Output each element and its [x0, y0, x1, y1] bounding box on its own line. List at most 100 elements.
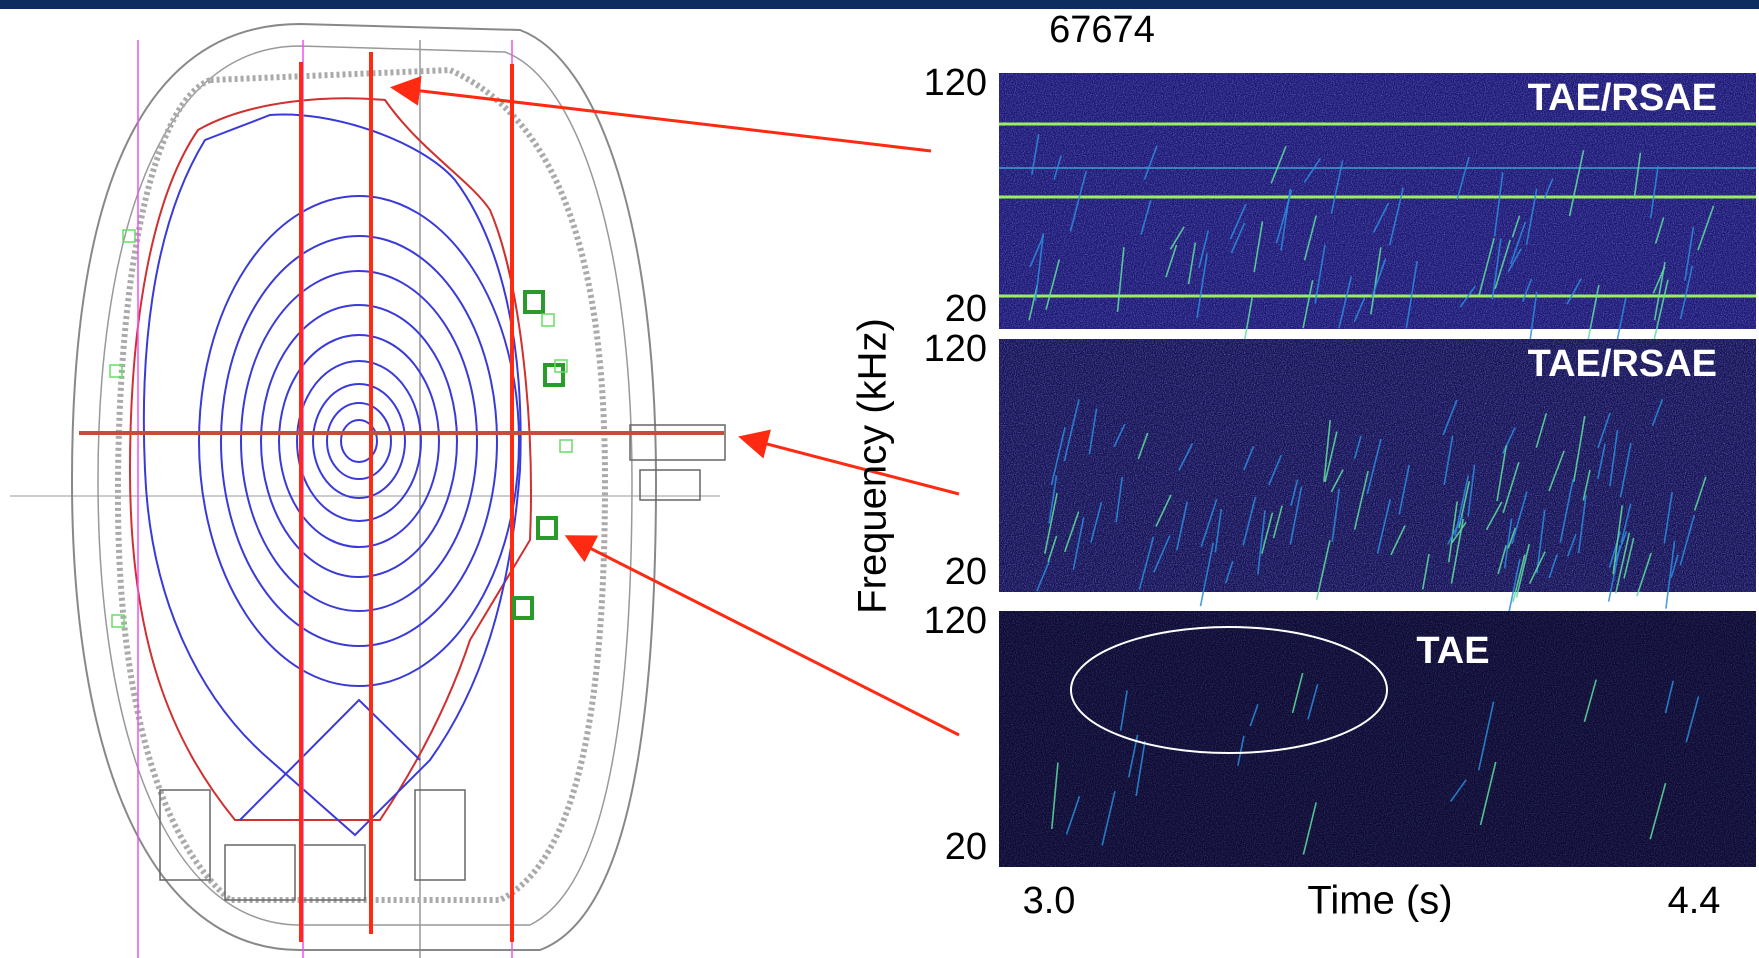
mode-streak: [1198, 230, 1210, 269]
mode-streak: [1323, 420, 1331, 482]
mode-streak: [1572, 415, 1586, 483]
freq-bottom-label: 20: [945, 551, 987, 593]
mode-streak: [1597, 412, 1611, 449]
mode-streak: [1609, 429, 1619, 487]
mode-streak: [1664, 680, 1674, 714]
mode-streak: [1229, 203, 1247, 240]
mode-streak: [1048, 475, 1058, 524]
mode-streak: [1679, 265, 1694, 320]
mode-streak: [1303, 215, 1317, 261]
mode-streak: [1330, 469, 1344, 493]
mode-streak: [1053, 155, 1062, 180]
mode-streak: [1224, 560, 1234, 584]
top-bar: [0, 0, 1759, 9]
mode-streak: [1633, 152, 1642, 198]
mode-streak: [1050, 426, 1066, 486]
mode-streak: [1242, 496, 1257, 546]
mode-streak: [1372, 202, 1390, 233]
mode-streak: [1268, 454, 1282, 486]
mode-streak: [1243, 445, 1255, 471]
mode-streak: [1115, 476, 1124, 523]
mode-streak: [1176, 501, 1188, 551]
mode-streak: [1029, 235, 1045, 268]
mode-streak: [1376, 498, 1392, 554]
mode-label: TAE/RSAE: [1528, 343, 1717, 385]
mode-streak: [1502, 427, 1516, 454]
mode-streak: [1272, 505, 1283, 539]
mode-streak: [1338, 276, 1353, 329]
mode-streak: [1045, 259, 1061, 310]
mode-streak: [1583, 679, 1597, 723]
mode-streak: [1509, 221, 1527, 265]
mode-streak: [1253, 221, 1264, 273]
mode-streak: [1577, 495, 1587, 554]
mode-streak: [1663, 491, 1673, 544]
mode-streak: [1135, 740, 1146, 797]
mode-streak: [1069, 170, 1087, 232]
mode-streak: [1636, 552, 1652, 597]
mode-streak: [1614, 531, 1628, 563]
mode-streak: [1119, 690, 1128, 731]
mode-streak: [1507, 248, 1522, 272]
spectrogram-panel: 120 20 TAE: [924, 600, 1756, 868]
mode-streak: [1290, 479, 1299, 506]
mode-streak: [1548, 450, 1565, 492]
mode-streak: [1496, 445, 1508, 502]
freq-top-label: 120: [924, 328, 987, 370]
mode-streak: [1451, 521, 1467, 544]
mode-streak: [1443, 435, 1454, 485]
mode-streak: [1614, 532, 1631, 594]
mode-streak: [1511, 491, 1528, 545]
mode-streak: [1566, 278, 1582, 305]
mode-streak: [1090, 502, 1103, 543]
mode-streak: [1485, 501, 1503, 531]
freq-top-label: 120: [924, 600, 987, 642]
mode-streak: [1511, 215, 1521, 238]
mode-streak: [1353, 470, 1369, 530]
mode-streak: [1503, 518, 1513, 569]
mode-streak: [1506, 558, 1521, 622]
mode-streak: [1502, 462, 1520, 514]
mode-streak: [1307, 683, 1319, 720]
mode-streak: [1353, 297, 1366, 323]
mode-streak: [1456, 156, 1470, 201]
shot-number: 67674: [1049, 9, 1155, 51]
mode-streak: [1652, 279, 1669, 345]
freq-bottom-label: 20: [945, 826, 987, 868]
mode-streak: [1371, 258, 1387, 298]
mode-streak: [1651, 398, 1664, 427]
x-end-label: 4.4: [1668, 880, 1721, 922]
mode-streak: [1548, 554, 1558, 579]
mode-streak: [1214, 509, 1223, 553]
mode-streak: [1138, 536, 1155, 590]
mode-streak: [1088, 408, 1098, 455]
mode-streak: [1116, 247, 1125, 312]
mode-streak: [1063, 511, 1080, 553]
mode-streak: [1199, 542, 1215, 607]
y-axis-label: Frequency (kHz): [851, 318, 895, 614]
mode-streak: [1169, 226, 1185, 250]
mode-streak: [1178, 443, 1194, 471]
mode-streak: [1620, 503, 1632, 544]
mode-streak: [1324, 431, 1338, 483]
mode-streak: [1612, 505, 1624, 575]
highlight-ellipse: [1070, 626, 1388, 754]
mode-streak: [1459, 285, 1476, 308]
mode-streak: [1467, 464, 1476, 517]
mode-label: TAE: [1416, 630, 1489, 672]
mode-streak: [1685, 696, 1700, 743]
mode-streak: [1330, 160, 1344, 214]
mode-streak: [1477, 701, 1495, 771]
mode-streak: [1315, 540, 1331, 600]
mode-streak: [1649, 166, 1659, 219]
mode-streak: [1582, 469, 1591, 501]
mode-streak: [1536, 509, 1546, 574]
spectrogram-panel: 120 20 TAE/RSAE: [924, 328, 1756, 622]
mode-streak: [1072, 517, 1085, 570]
mode-streak: [1697, 205, 1715, 251]
mode-streak: [1261, 512, 1274, 554]
freq-top-label: 120: [924, 62, 987, 104]
